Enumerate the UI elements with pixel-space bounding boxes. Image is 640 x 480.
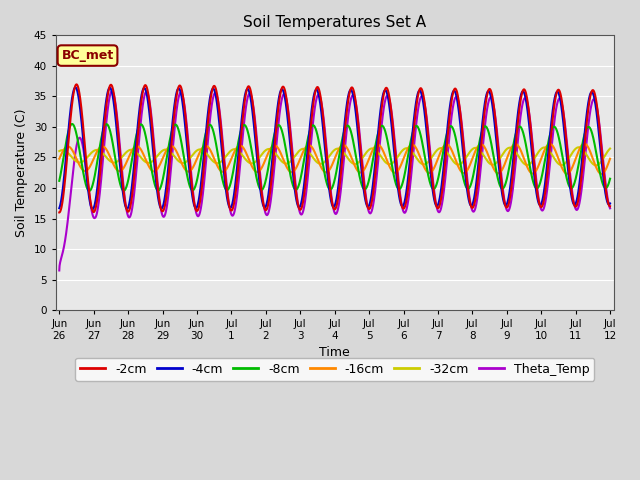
X-axis label: Time: Time bbox=[319, 347, 350, 360]
-2cm bbox=[490, 99, 497, 105]
-16cm bbox=[598, 171, 605, 177]
-32cm bbox=[591, 162, 598, 168]
-8cm bbox=[68, 121, 76, 127]
-16cm bbox=[84, 167, 92, 173]
-8cm bbox=[84, 187, 92, 192]
Theta_Temp bbox=[84, 177, 92, 182]
Line: Theta_Temp: Theta_Temp bbox=[60, 91, 610, 270]
-8cm bbox=[490, 153, 497, 159]
-2cm bbox=[56, 210, 63, 216]
Line: -32cm: -32cm bbox=[60, 147, 610, 165]
-4cm bbox=[84, 183, 92, 189]
-16cm bbox=[56, 156, 63, 162]
-2cm bbox=[590, 89, 598, 95]
-32cm bbox=[575, 144, 582, 150]
-8cm bbox=[591, 140, 598, 146]
-32cm bbox=[606, 145, 614, 151]
-32cm bbox=[308, 154, 316, 160]
Line: -16cm: -16cm bbox=[60, 144, 610, 174]
-32cm bbox=[592, 162, 600, 168]
-16cm bbox=[580, 141, 588, 146]
-16cm bbox=[323, 169, 331, 175]
-8cm bbox=[309, 122, 317, 128]
Theta_Temp bbox=[56, 267, 63, 273]
-4cm bbox=[89, 206, 97, 212]
-2cm bbox=[84, 174, 92, 180]
-2cm bbox=[324, 160, 332, 166]
-4cm bbox=[490, 111, 497, 117]
Theta_Temp bbox=[309, 122, 317, 128]
-8cm bbox=[56, 178, 63, 184]
Y-axis label: Soil Temperature (C): Soil Temperature (C) bbox=[15, 108, 28, 237]
Theta_Temp bbox=[606, 205, 614, 211]
-32cm bbox=[84, 155, 92, 160]
-2cm bbox=[309, 105, 317, 111]
-4cm bbox=[591, 96, 598, 101]
-16cm bbox=[308, 145, 316, 151]
Theta_Temp bbox=[108, 88, 116, 94]
Theta_Temp bbox=[490, 101, 497, 107]
-32cm bbox=[590, 162, 598, 168]
-8cm bbox=[86, 188, 93, 194]
Theta_Temp bbox=[590, 96, 598, 102]
-16cm bbox=[606, 156, 614, 162]
-32cm bbox=[323, 156, 331, 162]
-4cm bbox=[72, 84, 79, 90]
-16cm bbox=[591, 160, 598, 166]
-2cm bbox=[591, 89, 598, 95]
-8cm bbox=[591, 142, 598, 147]
-4cm bbox=[309, 97, 317, 103]
-16cm bbox=[590, 159, 598, 165]
-4cm bbox=[324, 173, 332, 179]
Legend: -2cm, -4cm, -8cm, -16cm, -32cm, Theta_Temp: -2cm, -4cm, -8cm, -16cm, -32cm, Theta_Te… bbox=[75, 358, 594, 381]
-16cm bbox=[489, 164, 497, 170]
-4cm bbox=[606, 201, 614, 206]
Line: -4cm: -4cm bbox=[60, 87, 610, 209]
-32cm bbox=[489, 162, 497, 168]
Line: -8cm: -8cm bbox=[60, 124, 610, 191]
Text: BC_met: BC_met bbox=[61, 49, 114, 62]
-2cm bbox=[72, 82, 80, 87]
-2cm bbox=[606, 204, 614, 209]
-32cm bbox=[56, 148, 63, 154]
Title: Soil Temperatures Set A: Soil Temperatures Set A bbox=[243, 15, 426, 30]
-4cm bbox=[56, 205, 63, 211]
Theta_Temp bbox=[324, 154, 332, 160]
-8cm bbox=[324, 183, 332, 189]
Line: -2cm: -2cm bbox=[60, 84, 610, 213]
Theta_Temp bbox=[591, 96, 598, 102]
-8cm bbox=[606, 176, 614, 181]
-4cm bbox=[591, 97, 598, 103]
